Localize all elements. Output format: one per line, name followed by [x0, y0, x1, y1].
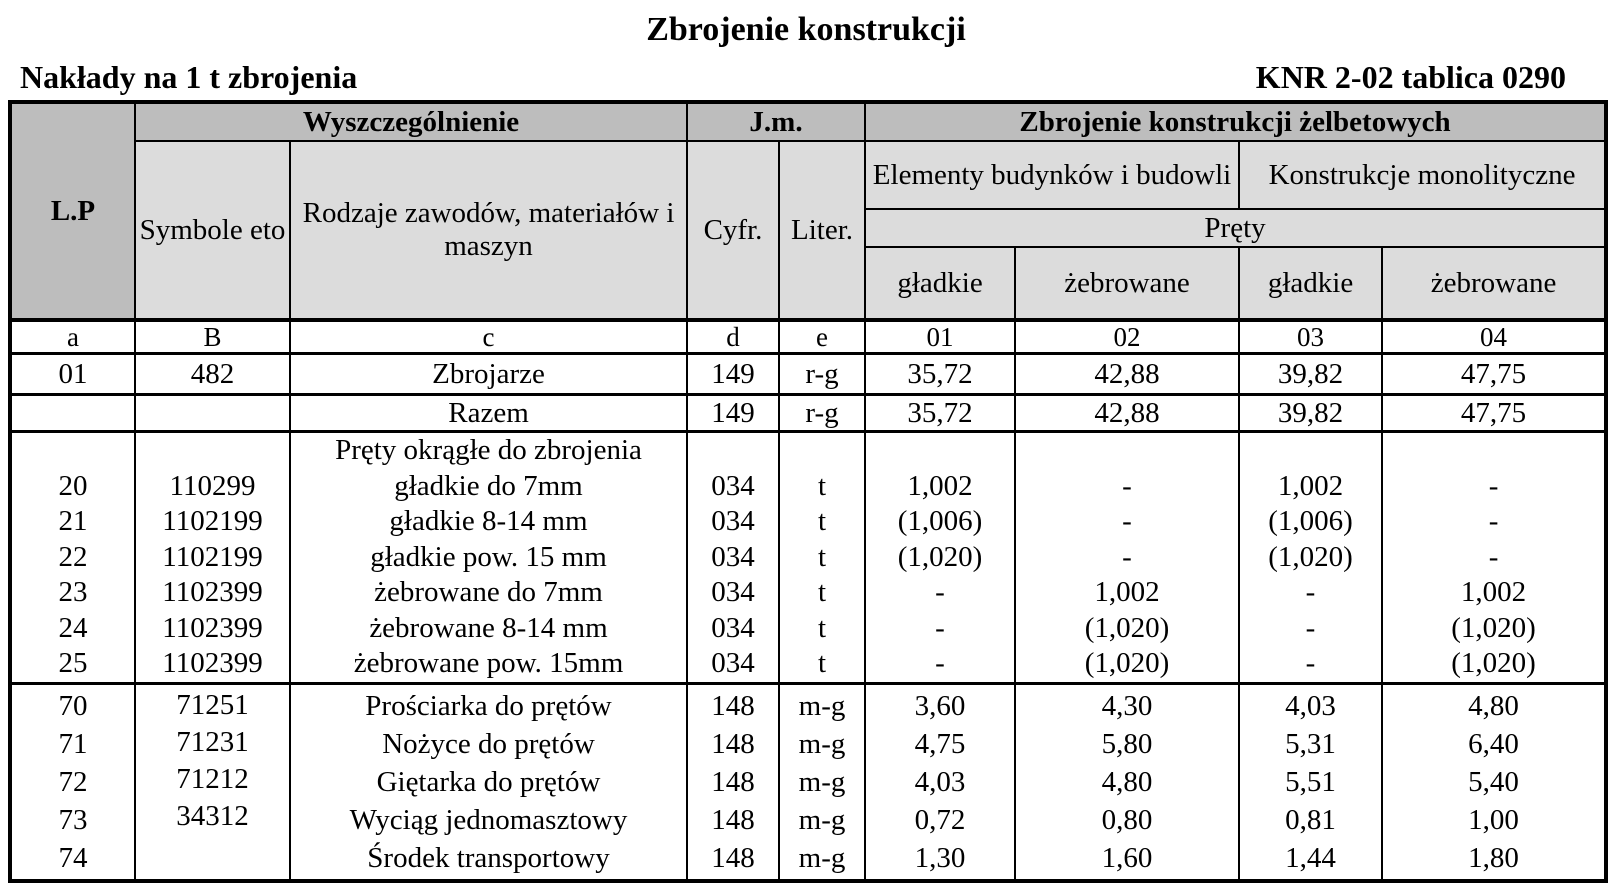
subtitle-left: Nakłady na 1 t zbrojenia: [20, 59, 358, 95]
block-cell-val-01: 3,60 4,75 4,03 0,72 1,30: [864, 682, 1017, 882]
block-cell-liter: m-g m-g m-g m-g m-g: [777, 682, 867, 882]
block-cell-cyfr: 034 034 034 034 034 034: [686, 430, 780, 685]
table-cell: Razem: [289, 393, 688, 433]
row-razem: Razem 149 r-g 35,72 42,88 39,82 47,75: [9, 393, 1608, 433]
subtitle-right: KNR 2-02 tablica 0290: [1255, 59, 1566, 95]
block-cell-opis: Prościarka do prętów Nożyce do prętów Gięt…: [289, 682, 688, 882]
table-cell: Zbrojarze: [289, 352, 688, 396]
header-cyfr: Cyfr.: [686, 140, 780, 321]
table-cell: r-g: [777, 352, 867, 396]
col-letter-cell: 01: [864, 318, 1017, 355]
col-letter-cell: 02: [1014, 318, 1241, 355]
table-cell: 01: [9, 352, 136, 396]
table-cell: 42,88: [1014, 393, 1241, 433]
header-prety: Pręty: [864, 208, 1608, 248]
knr-table: L.P Wyszczególnienie J.m. Zbrojenie kons…: [8, 100, 1609, 883]
header-col-04-zebrowane: żebrowane: [1381, 246, 1608, 321]
table-cell: 482: [134, 352, 291, 396]
header-symbole-eto: Symbole eto: [134, 140, 291, 321]
table-cell: 47,75: [1381, 393, 1608, 433]
subtitle-row: Nakłady na 1 t zbrojenia KNR 2-02 tablic…: [8, 56, 1604, 98]
table-cell: 35,72: [864, 393, 1017, 433]
block-cell-opis: Pręty okrągłe do zbrojenia gładkie do 7mm…: [289, 430, 688, 685]
header-wyszczegolnienie: Wyszczególnienie: [134, 101, 688, 142]
table-cell: [134, 393, 291, 433]
col-letter-cell: c: [289, 318, 688, 355]
column-letter-row: a B c d e 01 02 03 04: [9, 318, 1608, 355]
table-cell: 47,75: [1381, 352, 1608, 396]
block-cell-val-03: 1,002 (1,006) (1,020) - - -: [1238, 430, 1384, 685]
header-konstrukcje-monolityczne: Konstrukcje monolityczne: [1238, 140, 1608, 210]
block-cell-symbole: 71251 71231 71212 34312: [134, 682, 291, 882]
header-row-2: Symbole eto Rodzaje zawodów, materiałów …: [10, 140, 1608, 321]
header-col-01-gladkie: gładkie: [864, 246, 1017, 321]
header-liter: Liter.: [777, 140, 867, 321]
table-cell: [9, 393, 136, 433]
table-cell: 149: [686, 393, 780, 433]
block-cell-lp: 20 21 22 23 24 25: [9, 430, 136, 685]
document-page: Zbrojenie konstrukcji Nakłady na 1 t zbr…: [0, 8, 1612, 883]
block-maszyny: 70 71 72 73 74 71251 71231 71212 34312 Prościar…: [9, 682, 1608, 882]
block-cell-symbole: 110299 1102199 1102199 1102399 1102399 110239…: [134, 430, 291, 685]
col-letter-cell: B: [134, 318, 291, 355]
header-jm: J.m.: [685, 101, 867, 142]
col-letter-cell: 04: [1381, 318, 1608, 355]
block-cell-val-02: - - -1,002 (1,020) (1,020): [1014, 430, 1241, 685]
block-cell-val-02: 4,30 5,80 4,80 0,80 1,60: [1014, 682, 1241, 882]
header-zbrojenie-group: Zbrojenie konstrukcji żelbetowych: [864, 101, 1608, 142]
header-row-3: Pręty: [10, 208, 1608, 248]
col-letter-cell: e: [777, 318, 867, 355]
table-cell: 149: [686, 352, 780, 396]
col-letter-cell: 03: [1238, 318, 1384, 355]
header-lp: L.P: [9, 101, 136, 321]
header-col-03-gladkie: gładkie: [1238, 246, 1384, 321]
block-cell-lp: 70 71 72 73 74: [9, 682, 136, 882]
block-cell-val-04: - - -1,002 (1,020) (1,020): [1381, 430, 1608, 685]
block-cell-val-03: 4,03 5,31 5,51 0,81 1,44: [1238, 682, 1384, 882]
block-prety-okragle: 20 21 22 23 24 25 110299 1102199 1102199 1102399…: [9, 430, 1608, 685]
table-cell: 35,72: [864, 352, 1017, 396]
header-col-02-zebrowane: żebrowane: [1014, 246, 1241, 321]
block-cell-val-01: 1,002 (1,006) (1,020) - - -: [864, 430, 1017, 685]
col-letter-cell: d: [686, 318, 780, 355]
header-elementy-budynkow: Elementy budynków i budowli: [864, 140, 1241, 210]
header-row-1: L.P Wyszczególnienie J.m. Zbrojenie kons…: [9, 101, 1608, 321]
page-title: Zbrojenie konstrukcji: [646, 11, 966, 48]
header-row-4: gładkie żebrowane gładkie żebrowane: [10, 246, 1608, 321]
row-zbrojarze: 01 482 Zbrojarze 149 r-g 35,72 42,88 39,…: [9, 352, 1608, 396]
col-letter-cell: a: [9, 318, 136, 355]
table-cell: r-g: [777, 393, 867, 433]
block-cell-val-04: 4,80 6,40 5,40 1,00 1,80: [1381, 682, 1608, 882]
table-cell: 39,82: [1238, 352, 1384, 396]
header-rodzaje: Rodzaje zawodów, materiałów i maszyn: [289, 140, 688, 321]
table-cell: 39,82: [1238, 393, 1384, 433]
table-cell: 42,88: [1014, 352, 1241, 396]
block-cell-cyfr: 148 148 148 148 148: [686, 682, 780, 882]
